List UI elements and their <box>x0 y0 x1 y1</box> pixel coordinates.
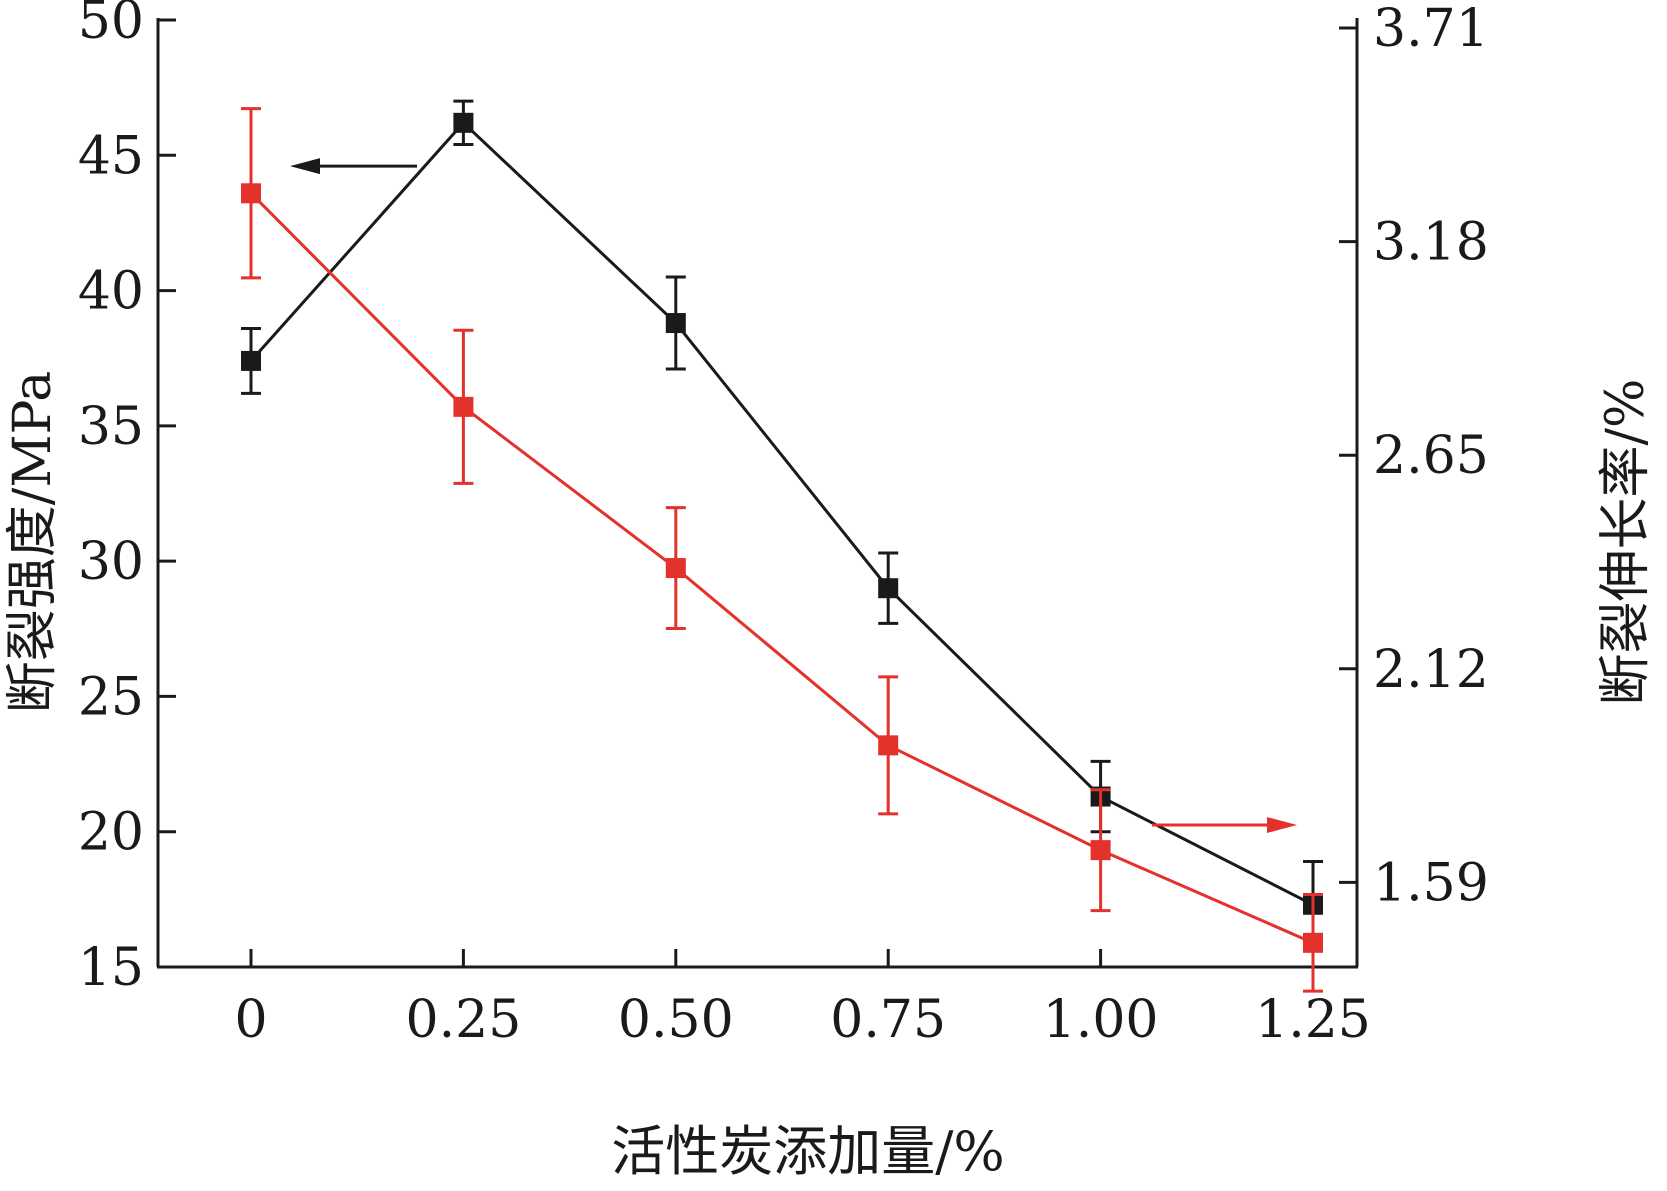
y-right-tick-label: 3.71 <box>1373 0 1489 59</box>
data-point <box>665 313 686 334</box>
y-axis-right-label: 断裂伸长率/% <box>1596 379 1656 706</box>
axes: 0 0.25 0.50 0.75 1.00 1.25 15 20 25 30 35 40 45 50 1.5… <box>78 0 1489 1050</box>
data-point <box>1303 932 1323 953</box>
data-point <box>878 735 899 756</box>
y-right-tick-label: 2.12 <box>1373 640 1489 700</box>
y-left-tick-label: 25 <box>78 667 144 727</box>
y-left-tick-label: 30 <box>78 532 144 592</box>
y-right-tick-label: 2.65 <box>1373 426 1489 486</box>
x-tick-label: 0.50 <box>618 990 734 1050</box>
left-axis-arrow-head <box>290 158 320 175</box>
series-layer <box>241 99 1323 993</box>
data-point <box>878 578 899 599</box>
series-line <box>249 192 1314 945</box>
labels: 活性炭添加量/% 断裂强度/MPa 断裂伸长率/% <box>3 371 1656 1183</box>
x-tick-label: 0.25 <box>406 990 522 1050</box>
y-left-tick-label: 35 <box>78 397 144 457</box>
y-left-tick-label: 20 <box>78 803 144 863</box>
x-axis-label: 活性炭添加量/% <box>611 1120 1005 1183</box>
y-left-tick-label: 15 <box>78 938 144 998</box>
series-line <box>249 120 1314 907</box>
series-1 <box>241 99 1323 950</box>
y-right-tick-label: 3.18 <box>1373 213 1489 273</box>
data-point <box>1090 840 1111 861</box>
y-left-tick-label: 40 <box>78 262 144 322</box>
x-tick-label: 0 <box>234 990 267 1050</box>
data-point <box>453 396 474 417</box>
x-tick-label: 1.25 <box>1255 990 1371 1050</box>
x-tick-label: 0.75 <box>830 990 946 1050</box>
right-axis-arrow-head <box>1267 817 1297 833</box>
data-point <box>453 112 474 133</box>
data-point <box>241 350 261 371</box>
y-left-tick-label: 45 <box>78 126 144 186</box>
y-axis-left-label: 断裂强度/MPa <box>3 371 63 713</box>
series-2 <box>241 107 1323 993</box>
y-left-tick-label: 50 <box>78 0 144 51</box>
y-right-tick-label: 1.59 <box>1373 853 1489 913</box>
x-tick-label: 1.00 <box>1043 990 1159 1050</box>
data-point <box>241 183 261 204</box>
data-point <box>665 558 686 579</box>
